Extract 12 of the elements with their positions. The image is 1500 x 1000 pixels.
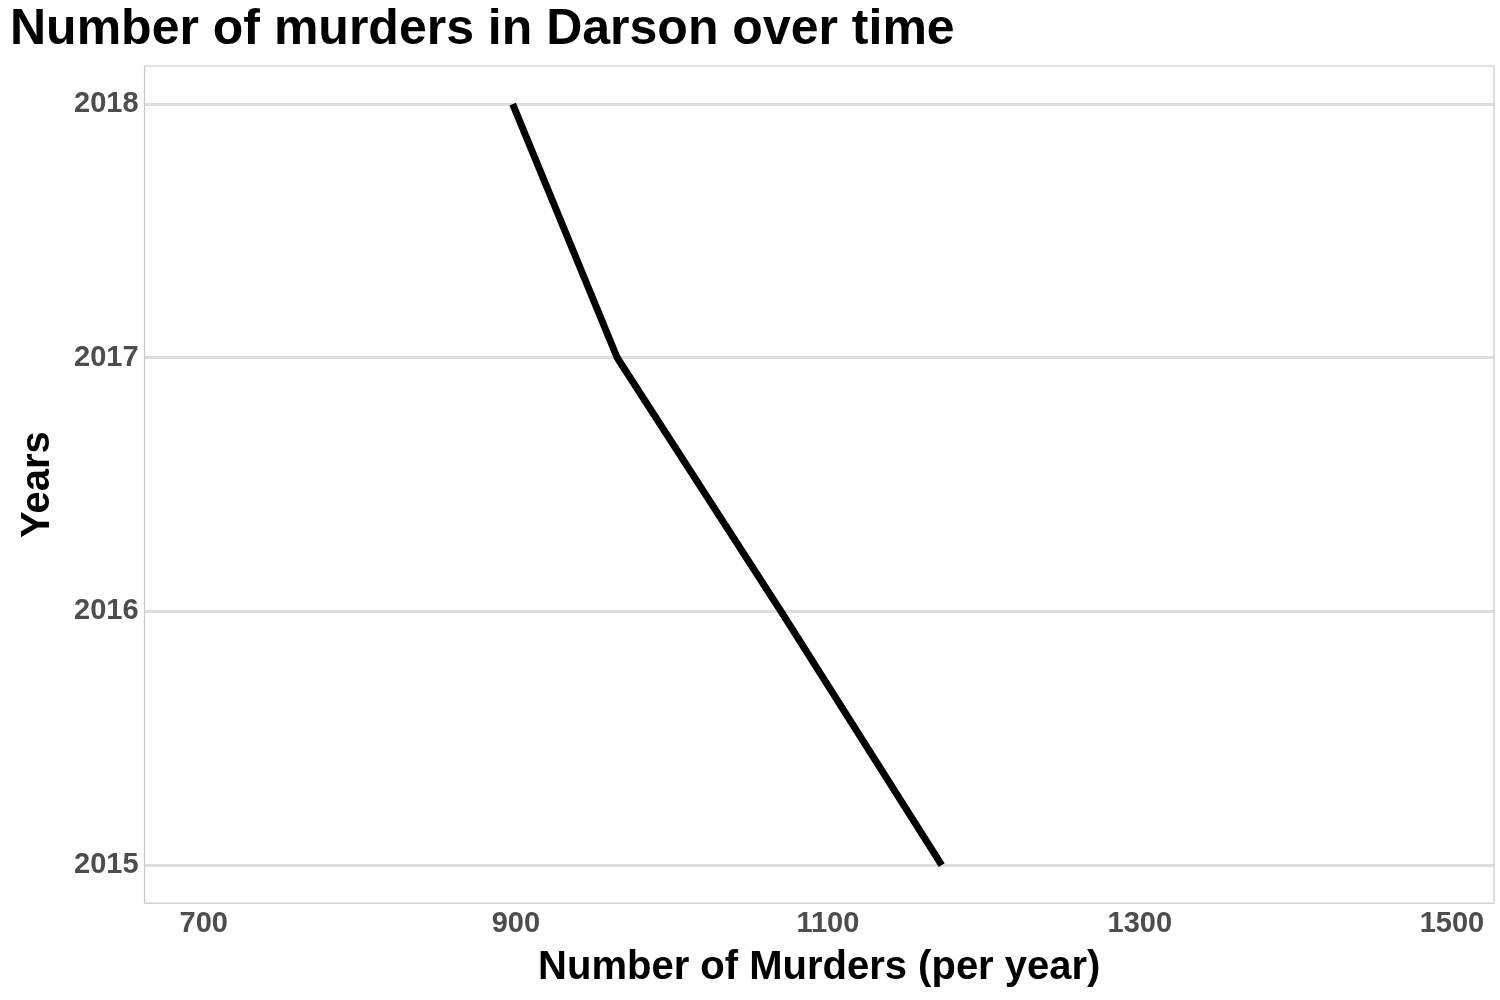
y-tick-label: 2017 [74, 339, 139, 372]
x-tick-label: 900 [491, 905, 541, 938]
y-axis-title: Years [13, 431, 58, 538]
x-tick-label: 1500 [1419, 905, 1485, 938]
y-tick-label: 2015 [74, 847, 139, 880]
x-tick-label: 1300 [1107, 905, 1173, 938]
x-tick-label: 1100 [796, 905, 860, 938]
y-tick-label: 2018 [74, 86, 139, 119]
x-tick-label: 700 [179, 905, 228, 938]
y-tick-label: 2016 [74, 593, 139, 626]
chart-title: Number of murders in Darson over time [10, 0, 955, 55]
x-axis-title: Number of Murders (per year) [538, 943, 1101, 988]
